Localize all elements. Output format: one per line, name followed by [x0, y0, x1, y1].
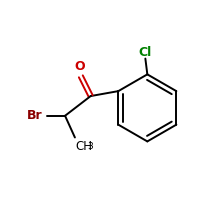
Text: 3: 3	[88, 142, 93, 151]
Text: CH: CH	[75, 140, 92, 153]
Text: Br: Br	[27, 109, 42, 122]
Text: O: O	[75, 60, 85, 73]
Text: Cl: Cl	[139, 46, 152, 59]
